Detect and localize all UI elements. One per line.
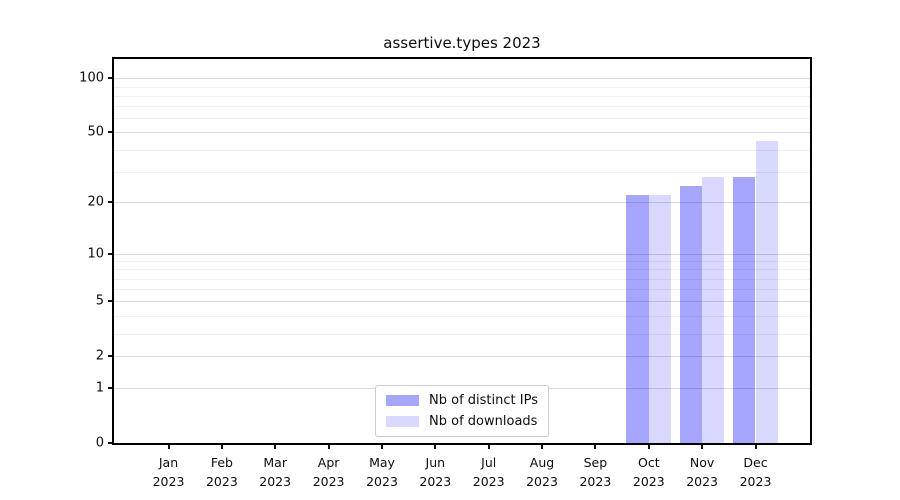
x-axis-tick [274, 445, 277, 449]
x-tick-year: 2023 [632, 474, 665, 489]
x-axis-tick [327, 445, 330, 449]
x-axis-tick [594, 445, 597, 449]
x-axis-tick-label: Aug 2023 [526, 453, 558, 491]
x-axis-tick-label: Jan 2023 [153, 453, 185, 491]
x-tick-month: Jan [158, 455, 179, 470]
x-tick-month: Sep [583, 455, 608, 470]
y-axis-tick [108, 300, 112, 303]
x-axis-tick-label: Oct 2023 [633, 453, 665, 491]
x-axis-tick [754, 445, 757, 449]
x-axis-tick [541, 445, 543, 449]
y-axis-tick [108, 131, 112, 134]
x-tick-month: Apr [317, 455, 340, 470]
legend-item-downloads: Nb of downloads [386, 414, 538, 429]
grid-line-minor [114, 171, 810, 173]
legend-swatch-downloads [386, 416, 420, 427]
y-axis-tick-label: 100 [79, 70, 104, 86]
grid-line-minor [114, 118, 810, 120]
x-tick-month: Jul [481, 455, 497, 470]
x-tick-year: 2023 [579, 474, 612, 489]
y-axis-tick [108, 252, 112, 255]
y-axis-tick [108, 442, 112, 444]
x-tick-month: Jun [425, 455, 446, 470]
x-axis-tick-label: Dec 2023 [740, 453, 772, 491]
grid-line-major [114, 301, 810, 303]
y-axis-tick-label: 10 [87, 246, 104, 261]
legend-label-distinct-ips: Nb of distinct IPs [429, 393, 538, 408]
bar-distinct-ips [679, 185, 703, 443]
x-axis-tick [647, 445, 650, 449]
y-axis-tick-label: 50 [87, 124, 104, 140]
grid-line-major [114, 78, 810, 80]
x-tick-month: Mar [263, 455, 287, 470]
grid-line-major [114, 356, 810, 358]
y-axis-tick-label: 1 [95, 380, 104, 396]
x-tick-month: Aug [529, 455, 555, 470]
x-axis-tick [487, 445, 490, 449]
legend-label-downloads: Nb of downloads [429, 414, 538, 429]
y-axis-tick-label: 0 [95, 435, 104, 451]
grid-line-minor [114, 95, 810, 97]
x-tick-year: 2023 [312, 474, 345, 489]
grid-line-minor [114, 333, 810, 335]
grid-line-minor [114, 315, 810, 317]
bar-downloads [755, 140, 778, 443]
grid-line-major [114, 253, 810, 255]
x-axis-tick-label: Mar 2023 [259, 453, 291, 491]
x-axis-tick-label: Nov 2023 [686, 453, 718, 491]
grid-line-major [114, 132, 810, 134]
x-tick-year: 2023 [259, 474, 292, 489]
x-tick-year: 2023 [419, 474, 452, 489]
y-axis-tick-label: 5 [95, 293, 104, 309]
y-axis-tick-label: 20 [87, 194, 104, 210]
x-tick-month: Oct [637, 455, 660, 470]
grid-line-minor [114, 278, 810, 280]
grid-line-minor [114, 86, 810, 88]
x-axis-tick-label: Apr 2023 [313, 453, 345, 491]
x-axis-tick [701, 445, 704, 449]
x-tick-month: May [369, 455, 395, 470]
x-tick-year: 2023 [526, 474, 558, 489]
x-tick-month: Dec [743, 455, 768, 470]
bar-distinct-ips [626, 195, 649, 443]
x-axis-tick-label: Feb 2023 [206, 453, 238, 491]
x-tick-year: 2023 [739, 474, 772, 489]
legend-swatch-distinct-ips [386, 395, 420, 406]
y-axis-tick [108, 355, 112, 358]
plot-area: Nb of distinct IPs Nb of downloads 0 1 2 5 1… [79, 57, 812, 489]
grid-line-minor [114, 289, 810, 291]
x-axis-tick [434, 445, 437, 449]
legend-item-distinct-ips: Nb of distinct IPs [386, 393, 538, 408]
x-axis-tick-label: Jun 2023 [419, 453, 451, 491]
chart-title: assertive.types 2023 [383, 34, 541, 52]
x-tick-year: 2023 [366, 474, 398, 489]
legend: Nb of distinct IPs Nb of downloads [375, 385, 549, 437]
x-tick-year: 2023 [686, 474, 718, 489]
x-axis-tick-label: Jul 2023 [473, 453, 505, 491]
y-axis-tick [108, 201, 112, 204]
bar-distinct-ips [733, 176, 756, 443]
grid-line-minor [114, 269, 810, 271]
x-tick-year: 2023 [472, 474, 505, 489]
bar-downloads [648, 195, 672, 443]
grid-line-minor [114, 149, 810, 151]
y-axis-tick-label: 2 [95, 348, 104, 364]
x-tick-month: Feb [210, 455, 233, 470]
bar-downloads [702, 176, 725, 443]
y-axis-tick [108, 387, 112, 390]
x-tick-year: 2023 [205, 474, 238, 489]
x-axis-tick-label: May 2023 [366, 453, 398, 491]
x-axis-tick-label: Sep 2023 [579, 453, 611, 491]
x-axis-tick [167, 445, 170, 449]
x-tick-year: 2023 [152, 474, 185, 489]
x-axis-tick [220, 445, 223, 449]
x-axis-tick [381, 445, 383, 449]
grid-line-minor [114, 106, 810, 108]
x-tick-month: Nov [689, 455, 715, 470]
grid-line-minor [114, 261, 810, 263]
grid-line-major [114, 202, 810, 204]
y-axis-tick [108, 77, 112, 80]
